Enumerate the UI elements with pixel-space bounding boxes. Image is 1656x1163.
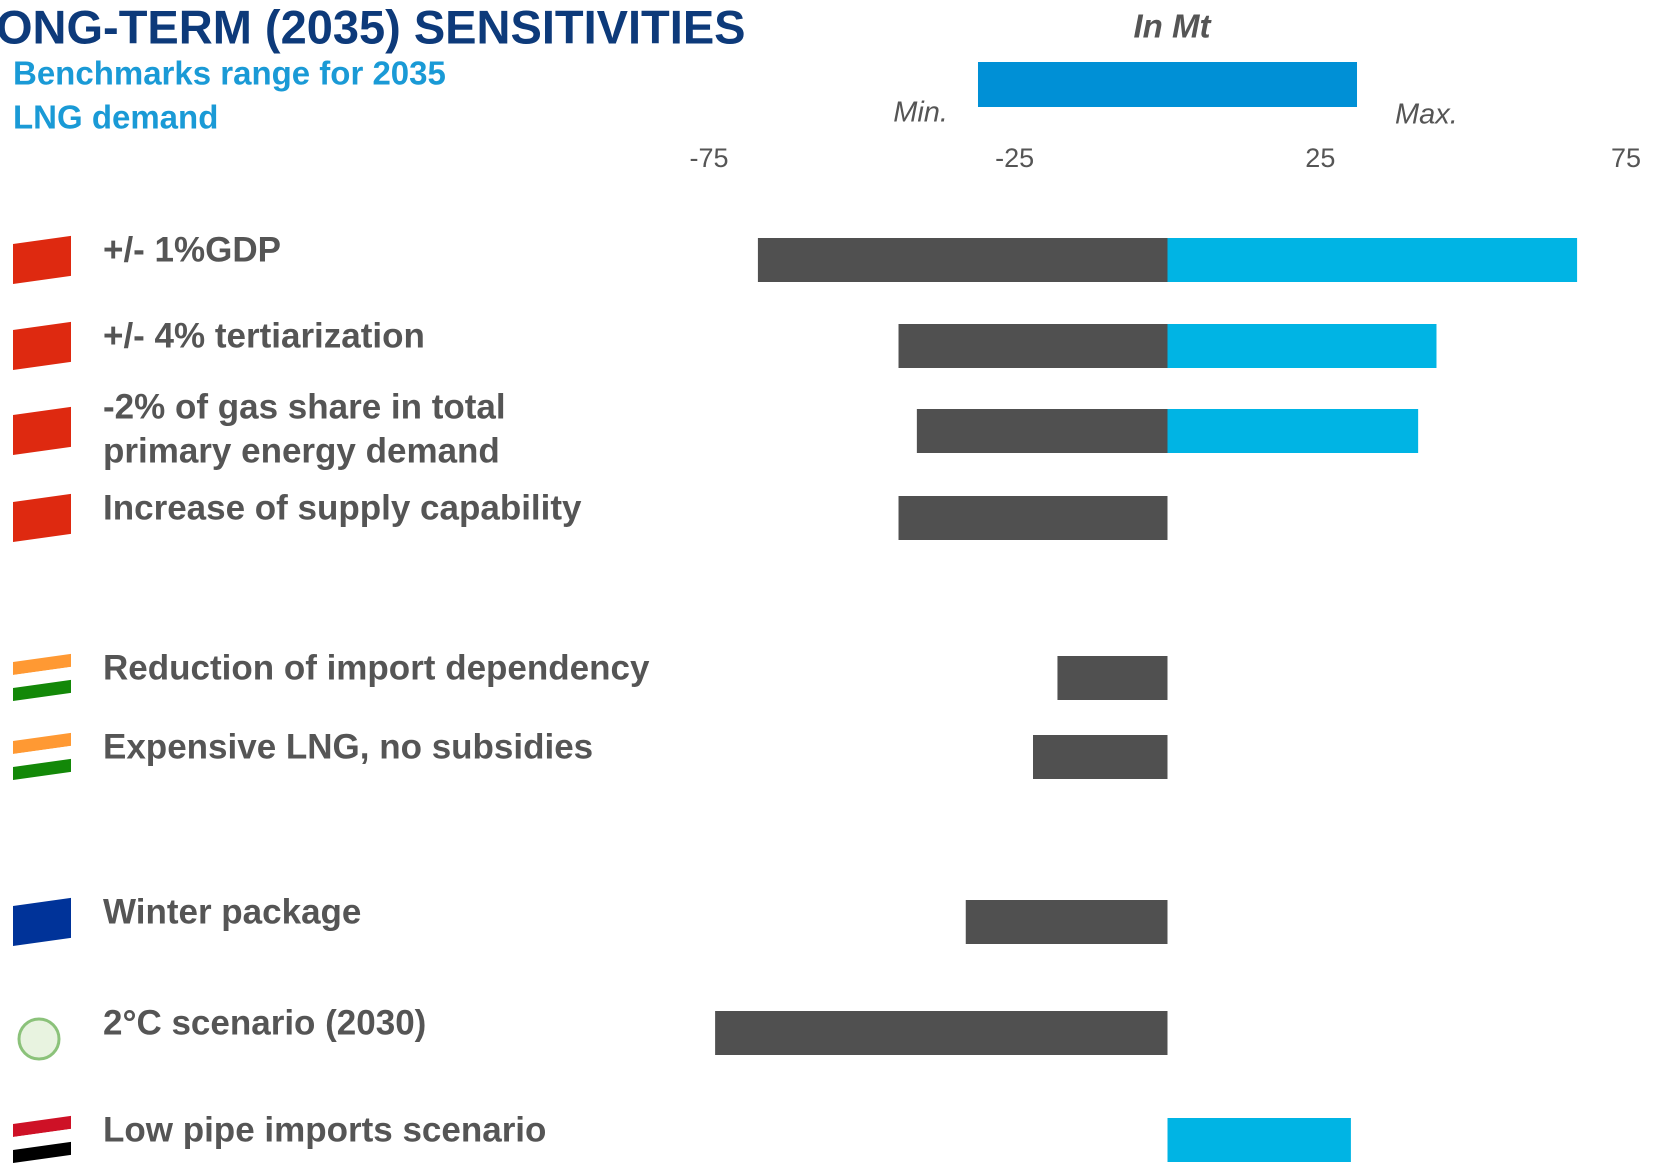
benchmark-label: Benchmarks range for 2035 — [13, 55, 446, 92]
category-label: +/- 1%GDP — [103, 230, 281, 269]
benchmark-label: LNG demand — [13, 99, 218, 136]
bar — [916, 409, 1168, 453]
category-label: -2% of gas share in total — [103, 387, 506, 426]
bar — [715, 1011, 1168, 1055]
flag-icon — [13, 235, 71, 284]
category-label: Reduction of import dependency — [103, 648, 650, 687]
bar — [1057, 656, 1168, 700]
chart-title: ONG-TERM (2035) SENSITIVITIES — [0, 0, 746, 53]
bar — [1167, 1118, 1351, 1162]
flag-icon — [13, 1115, 71, 1163]
flag-icon — [13, 321, 71, 370]
x-tick-label: 25 — [1305, 143, 1335, 173]
category-label: Increase of supply capability — [103, 488, 582, 527]
x-tick-label: -75 — [689, 143, 728, 173]
flag-icon — [17, 1017, 61, 1061]
category-label: +/- 4% tertiarization — [103, 316, 425, 355]
bar — [898, 324, 1168, 368]
category-label: 2°C scenario (2030) — [103, 1003, 426, 1042]
min-label: Min. — [893, 97, 948, 129]
flag-icon — [13, 653, 71, 701]
category-label: Expensive LNG, no subsidies — [103, 727, 593, 766]
x-tick-label: 75 — [1611, 143, 1641, 173]
category-label: Winter package — [103, 892, 361, 931]
flag-icon — [13, 406, 71, 455]
bar — [1167, 238, 1578, 282]
flag-icon — [13, 732, 71, 780]
max-label: Max. — [1395, 99, 1458, 131]
bar — [965, 900, 1168, 944]
flag-icon — [13, 493, 71, 542]
bar — [1033, 735, 1168, 779]
bar — [1167, 324, 1437, 368]
bar — [1167, 409, 1419, 453]
flag-icon — [13, 897, 71, 946]
bar — [757, 238, 1168, 282]
x-tick-label: -25 — [995, 143, 1034, 173]
unit-label: In Mt — [1134, 8, 1213, 45]
category-label: Low pipe imports scenario — [103, 1110, 546, 1149]
bar — [898, 496, 1168, 540]
benchmark-bar — [977, 62, 1358, 107]
category-label: primary energy demand — [103, 431, 500, 470]
